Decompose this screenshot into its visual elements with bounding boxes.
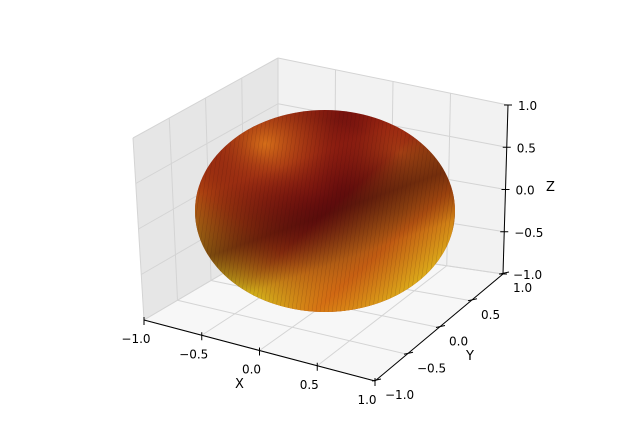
y-tick bbox=[403, 351, 414, 355]
y-tick bbox=[371, 378, 382, 382]
z-tick-label: 1.0 bbox=[518, 99, 537, 113]
y-tick-label: 1.0 bbox=[513, 281, 532, 295]
z-tick-label: 0.0 bbox=[516, 184, 535, 198]
y-axis-line bbox=[374, 273, 504, 382]
x-tick-label: 0.0 bbox=[242, 363, 261, 377]
z-tick-label: −0.5 bbox=[514, 226, 543, 240]
y-axis-label: Y bbox=[465, 349, 474, 364]
x-tick-label: −1.0 bbox=[121, 332, 150, 346]
y-tick bbox=[435, 325, 446, 328]
axis-ticks: −1.0−0.50.00.51.0 −1.0−0.50.00.51.0−1.0−0… bbox=[121, 99, 543, 407]
y-tick-label: 0.5 bbox=[481, 308, 500, 322]
z-axis-label: Z bbox=[546, 180, 555, 195]
z-tick-label: −1.0 bbox=[513, 268, 542, 282]
y-tick bbox=[467, 298, 478, 302]
x-tick-label: 1.0 bbox=[357, 393, 376, 407]
left-grid-line bbox=[135, 103, 279, 184]
x-tick-label: −0.5 bbox=[179, 347, 208, 361]
sphere-surface bbox=[195, 110, 455, 312]
floor-grid-line bbox=[316, 265, 448, 367]
left-grid-line bbox=[132, 57, 279, 139]
y-tick-label: −1.0 bbox=[385, 388, 414, 402]
z-tick-label: 0.5 bbox=[517, 141, 536, 155]
x-axis-label: X bbox=[235, 377, 244, 392]
y-tick-label: −0.5 bbox=[417, 361, 446, 375]
back-grid-line bbox=[277, 57, 509, 106]
x-tick-label: 0.5 bbox=[300, 378, 319, 392]
y-tick-label: 0.0 bbox=[449, 335, 468, 349]
